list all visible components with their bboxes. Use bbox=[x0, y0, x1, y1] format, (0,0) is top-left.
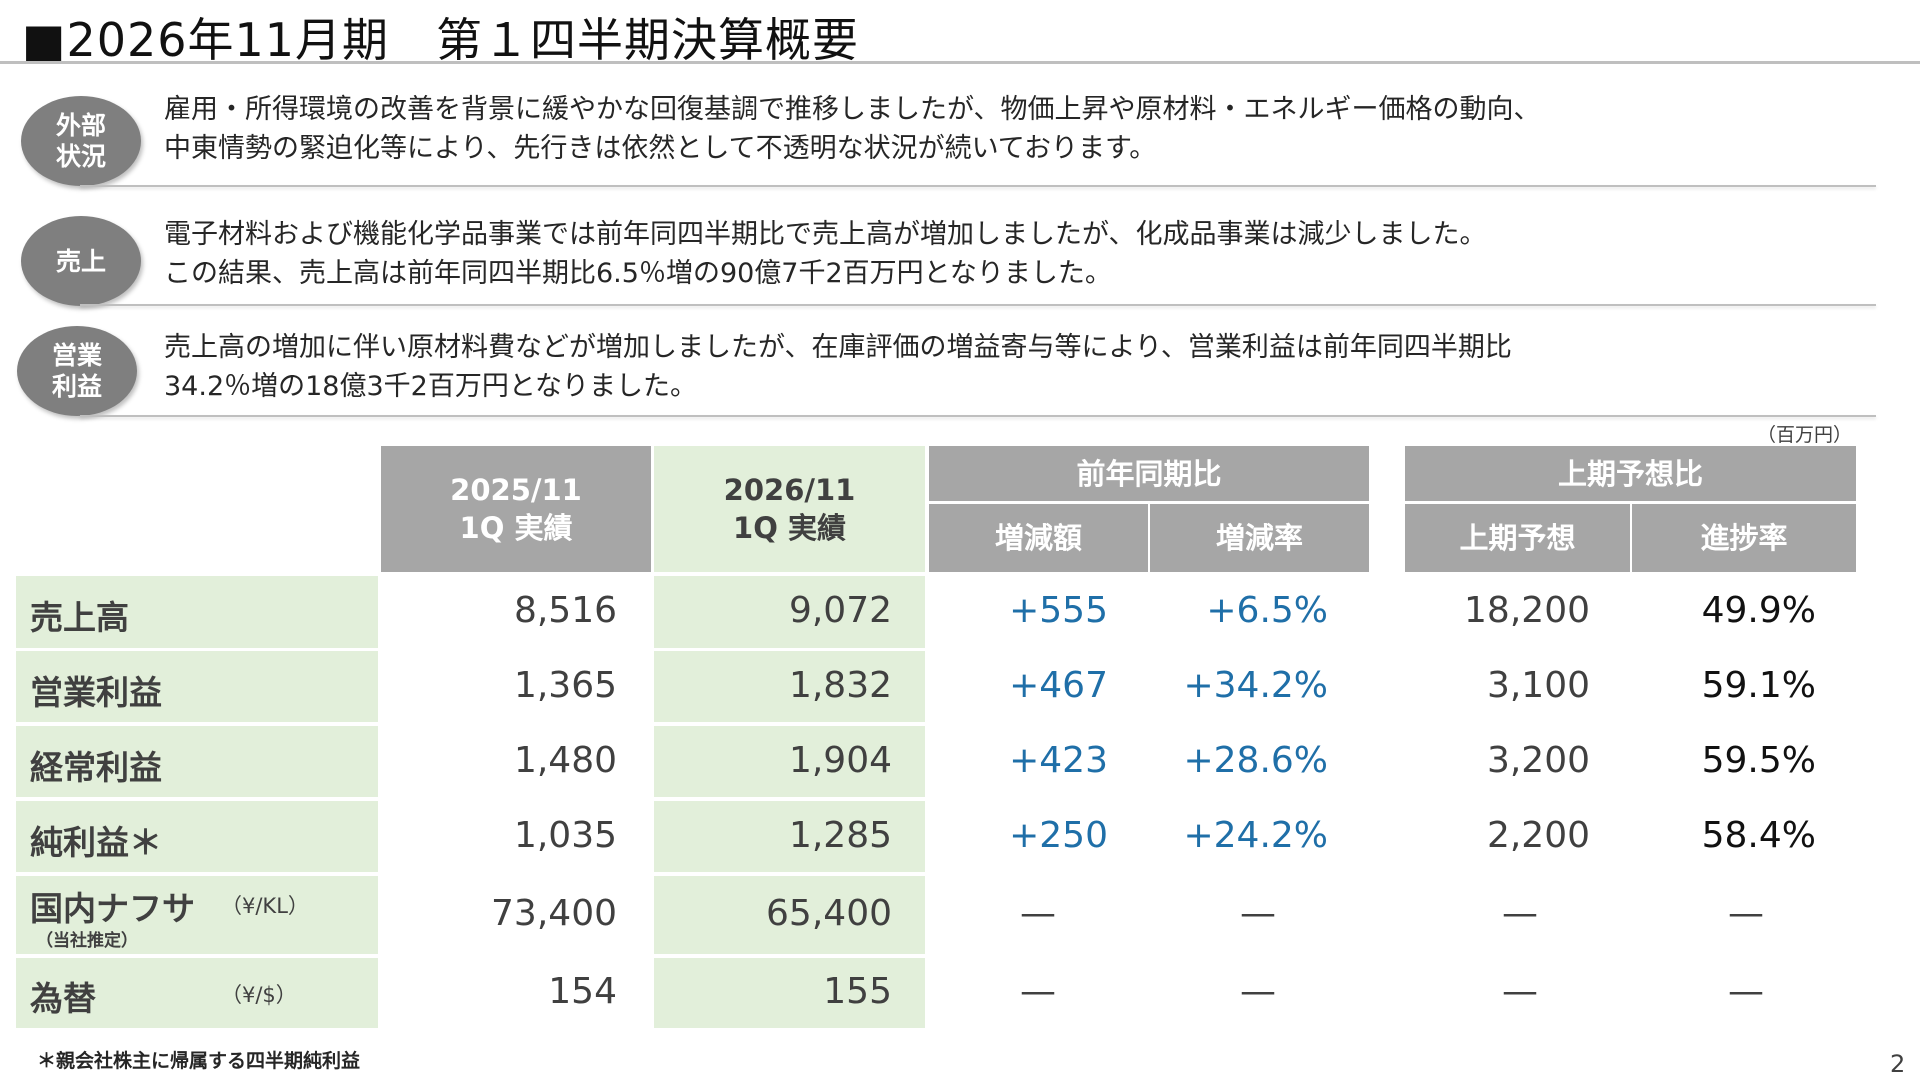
row-label-cell: 売上高 bbox=[16, 576, 378, 648]
value-2026-1q: 1,285 bbox=[788, 814, 892, 856]
row-label-cell: 為替 （¥/$） bbox=[16, 958, 378, 1028]
value-2026-1q: 1,904 bbox=[788, 739, 892, 781]
section-text-line: 中東情勢の緊迫化等により、先行きは依然として不透明な状況が続いております。 bbox=[164, 133, 1157, 164]
value-2025-1q: 73,400 bbox=[491, 893, 617, 934]
value-plan: 18,200 bbox=[1464, 590, 1590, 631]
unit-label: （百万円） bbox=[1756, 424, 1852, 446]
section-divider bbox=[80, 185, 1876, 187]
row-label: 国内ナフサ bbox=[30, 889, 195, 928]
section-badge: 売上 bbox=[21, 216, 141, 306]
section-text-line: 34.2％増の18億3千2百万円となりました。 bbox=[164, 371, 698, 402]
row-sublabel: （当社推定） bbox=[36, 931, 138, 951]
value-plan: — bbox=[1502, 893, 1538, 934]
value-plan: 3,100 bbox=[1486, 664, 1590, 706]
curr-cell-bg bbox=[654, 726, 925, 797]
header-plan-value: 上期予想 bbox=[1405, 504, 1630, 572]
curr-cell-bg bbox=[654, 876, 925, 954]
value-2026-1q: 65,400 bbox=[766, 893, 892, 934]
value-yoy-rate: +24.2% bbox=[1183, 814, 1328, 856]
value-yoy-rate: — bbox=[1240, 971, 1276, 1012]
value-plan: 3,200 bbox=[1486, 739, 1590, 781]
value-2026-1q: 1,832 bbox=[788, 664, 892, 706]
header-plan-group: 上期予想比 bbox=[1405, 446, 1856, 501]
section-badge: 営業 利益 bbox=[17, 326, 137, 416]
section-divider bbox=[80, 304, 1876, 306]
value-yoy-amount: — bbox=[1020, 893, 1056, 934]
row-label: 営業利益 bbox=[30, 672, 162, 712]
value-plan: 2,200 bbox=[1486, 814, 1590, 856]
row-label-cell: 国内ナフサ （¥/KL） （当社推定） bbox=[16, 876, 378, 954]
value-yoy-amount: +555 bbox=[1009, 590, 1108, 631]
value-yoy-amount: +423 bbox=[1009, 739, 1108, 781]
row-label: 純利益＊ bbox=[30, 822, 162, 862]
page-title: ■2026年11月期 第１四半期決算概要 bbox=[22, 13, 860, 67]
value-progress: 49.9% bbox=[1701, 590, 1816, 631]
value-2025-1q: 1,035 bbox=[513, 814, 617, 856]
value-2025-1q: 8,516 bbox=[513, 590, 617, 631]
curr-cell-bg bbox=[654, 801, 925, 872]
value-progress: — bbox=[1728, 893, 1764, 934]
value-yoy-amount: +467 bbox=[1009, 664, 1108, 706]
header-plan-progress: 進捗率 bbox=[1632, 504, 1856, 572]
value-2025-1q: 1,365 bbox=[513, 664, 617, 706]
row-unit: （¥/$） bbox=[221, 983, 297, 1007]
value-2026-1q: 155 bbox=[823, 971, 892, 1012]
section-text-line: この結果、売上高は前年同四半期比6.5％増の90億7千2百万円となりました。 bbox=[164, 258, 1112, 289]
value-2025-1q: 1,480 bbox=[513, 739, 617, 781]
value-plan: — bbox=[1502, 971, 1538, 1012]
value-progress: 58.4% bbox=[1701, 814, 1816, 856]
value-progress: 59.1% bbox=[1701, 664, 1816, 706]
title-divider bbox=[0, 61, 1920, 64]
value-yoy-rate: — bbox=[1240, 893, 1276, 934]
header-2025-1q: 2025/11 1Q 実績 bbox=[381, 446, 651, 572]
section-text-line: 電子材料および機能化学品事業では前年同四半期比で売上高が増加しましたが、化成品事… bbox=[164, 219, 1487, 250]
row-label-cell: 営業利益 bbox=[16, 651, 378, 722]
value-yoy-rate: +34.2% bbox=[1183, 664, 1328, 706]
footnote: ＊親会社株主に帰属する四半期純利益 bbox=[37, 1050, 361, 1072]
value-yoy-amount: — bbox=[1020, 971, 1056, 1012]
value-2025-1q: 154 bbox=[548, 971, 617, 1012]
row-unit: （¥/KL） bbox=[221, 894, 309, 918]
row-label-cell: 純利益＊ bbox=[16, 801, 378, 872]
value-2026-1q: 9,072 bbox=[788, 590, 892, 631]
section-text-line: 雇用・所得環境の改善を背景に緩やかな回復基調で推移しましたが、物価上昇や原材料・… bbox=[164, 94, 1541, 125]
curr-cell-bg bbox=[654, 958, 925, 1028]
curr-cell-bg bbox=[654, 576, 925, 648]
page-number: 2 bbox=[1890, 1050, 1906, 1078]
row-label: 経常利益 bbox=[30, 747, 162, 787]
value-progress: — bbox=[1728, 971, 1764, 1012]
curr-cell-bg bbox=[654, 651, 925, 722]
header-yoy-rate: 増減率 bbox=[1150, 504, 1369, 572]
section-text-line: 売上高の増加に伴い原材料費などが増加しましたが、在庫評価の増益寄与等により、営業… bbox=[164, 332, 1512, 363]
value-yoy-amount: +250 bbox=[1009, 814, 1108, 856]
section-badge: 外部 状況 bbox=[21, 96, 141, 186]
row-label: 為替 bbox=[30, 979, 96, 1018]
header-yoy-amount: 増減額 bbox=[929, 504, 1148, 572]
value-progress: 59.5% bbox=[1701, 739, 1816, 781]
row-label-cell: 経常利益 bbox=[16, 726, 378, 797]
value-yoy-rate: +6.5% bbox=[1206, 590, 1328, 631]
row-label: 売上高 bbox=[30, 598, 129, 637]
section-divider bbox=[80, 415, 1876, 417]
value-yoy-rate: +28.6% bbox=[1183, 739, 1328, 781]
header-2026-1q: 2026/11 1Q 実績 bbox=[654, 446, 925, 572]
header-yoy-group: 前年同期比 bbox=[929, 446, 1369, 501]
